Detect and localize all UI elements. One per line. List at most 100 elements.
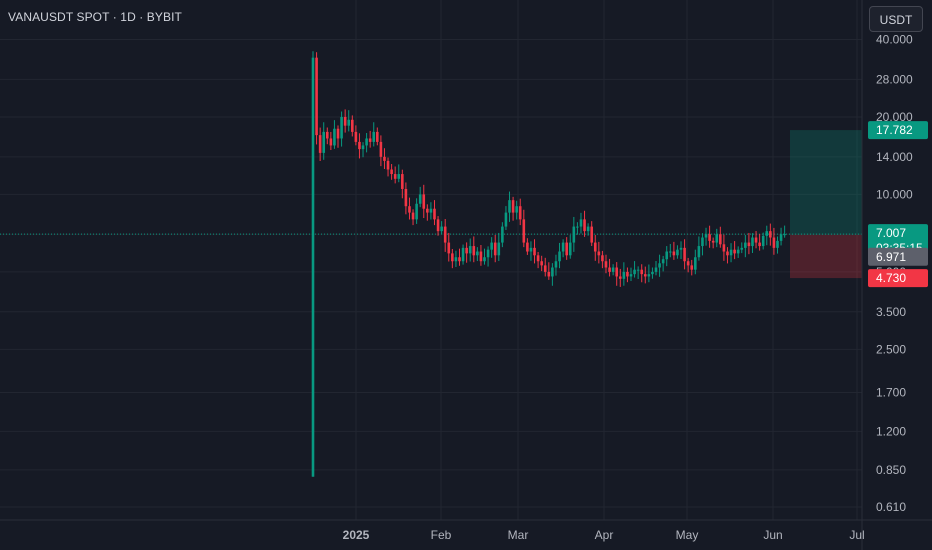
candle-body — [340, 116, 343, 139]
candle-body — [558, 251, 561, 262]
candle-body — [783, 234, 786, 236]
candle-body — [672, 251, 676, 256]
candle-body — [604, 261, 608, 268]
candle-body — [390, 169, 393, 175]
candle-body — [740, 247, 744, 250]
candle-body — [654, 267, 658, 272]
candle-body — [593, 242, 597, 252]
candle-body — [433, 208, 436, 220]
candle-body — [722, 244, 726, 252]
price-tick-label: 20.000 — [876, 110, 913, 124]
candle-body — [551, 267, 554, 277]
candle-body — [354, 131, 358, 142]
candle-body — [568, 242, 572, 256]
candle-body — [408, 206, 411, 213]
candle-body — [447, 242, 451, 254]
candle-body — [365, 138, 368, 146]
candle-body — [458, 257, 461, 262]
candle-body — [611, 267, 615, 272]
time-tick-label: May — [676, 528, 699, 542]
candle-body — [493, 242, 497, 256]
stop-zone — [790, 234, 862, 279]
candle-body — [769, 231, 772, 238]
candlestick-series — [311, 51, 786, 477]
price-tick-label: 3.500 — [876, 305, 906, 319]
candle-body — [526, 242, 529, 252]
candle-body — [483, 257, 486, 262]
candle-body — [690, 265, 694, 270]
candle-body — [761, 235, 765, 247]
candle-body — [586, 226, 590, 232]
candle-body — [540, 261, 543, 266]
candle-body — [511, 200, 515, 213]
price-tick-label: 0.850 — [876, 463, 906, 477]
candle-body — [504, 212, 508, 227]
candle-body — [468, 246, 472, 254]
candle-body — [358, 141, 361, 150]
candle-body — [461, 247, 465, 262]
candle-body — [376, 131, 379, 142]
candle-body — [318, 135, 322, 153]
last-price-badge-text: 7.007 — [876, 226, 906, 240]
candle-body — [479, 251, 483, 262]
candle-body — [651, 271, 654, 275]
time-tick-label: Jul — [849, 528, 864, 542]
price-tick-label: 40.000 — [876, 33, 913, 47]
candle-body — [601, 255, 604, 262]
candle-body — [343, 116, 347, 126]
candle-body — [404, 188, 408, 207]
candle-body — [715, 234, 719, 243]
price-tick-label: 0.610 — [876, 500, 906, 514]
candle-body — [701, 237, 704, 247]
candle-body — [393, 174, 397, 179]
time-tick-label: Mar — [508, 528, 529, 542]
candle-body — [554, 261, 558, 268]
candle-body — [579, 219, 583, 227]
candle-body — [643, 274, 647, 277]
candle-body — [590, 226, 593, 243]
entry-price-badge-bg — [868, 247, 928, 266]
candle-body — [465, 247, 468, 254]
symbol-legend[interactable]: VANAUSDT SPOT · 1D · BYBIT — [8, 10, 182, 24]
candle-body — [622, 271, 626, 279]
candle-body — [486, 249, 490, 258]
candle-body — [351, 119, 354, 132]
candle-body — [633, 269, 636, 275]
candle-body — [758, 242, 761, 247]
candle-body — [776, 240, 779, 248]
candle-body — [661, 259, 665, 264]
candle-body — [522, 219, 526, 243]
candle-body — [686, 261, 690, 266]
candle-body — [679, 247, 683, 250]
candle-body — [472, 246, 476, 256]
candle-body — [440, 226, 443, 232]
candle-body — [508, 200, 511, 213]
candle-body — [751, 237, 754, 247]
candle-body — [694, 257, 697, 270]
candle-body — [518, 206, 522, 220]
candle-body — [765, 231, 769, 236]
price-tick-label: 2.500 — [876, 342, 906, 356]
candle-body — [744, 242, 747, 248]
price-tick-label: 28.000 — [876, 72, 913, 86]
candle-body — [347, 119, 351, 126]
candle-body — [322, 131, 326, 153]
candle-body — [490, 242, 493, 250]
currency-button[interactable]: USDT — [869, 6, 923, 32]
time-axis: 2025 Feb Mar Apr May Jun Jul — [343, 528, 865, 542]
candle-body — [683, 247, 686, 262]
candle-body — [476, 251, 479, 256]
candle-body — [779, 234, 783, 241]
candle-body — [422, 194, 426, 209]
grid-lines — [0, 0, 862, 520]
candle-body — [626, 271, 629, 277]
candle-body — [618, 276, 622, 279]
candle-body — [536, 255, 540, 262]
candle-body — [368, 138, 372, 142]
price-tick-label: 1.200 — [876, 424, 906, 438]
candle-body — [329, 138, 333, 146]
candle-body — [676, 249, 679, 256]
candle-body — [736, 249, 740, 254]
